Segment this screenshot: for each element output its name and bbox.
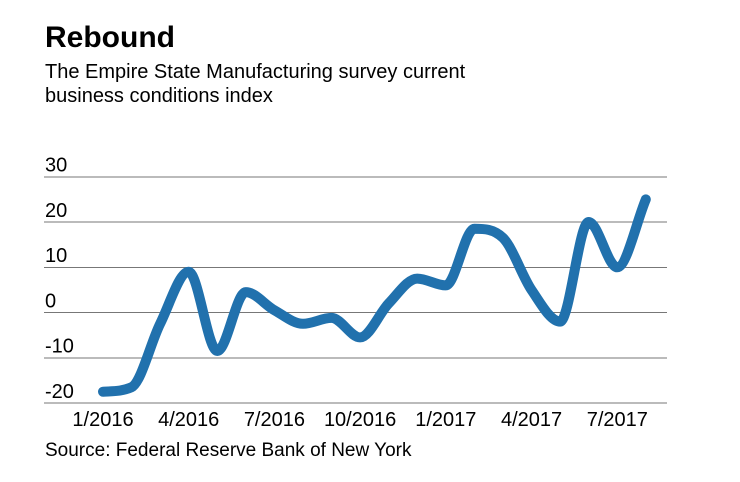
x-tick-label-1-2016: 1/2016 [72, 409, 133, 431]
y-tick-label-neg10: -10 [45, 336, 74, 358]
chart-subtitle: The Empire State Manufacturing survey cu… [45, 60, 645, 108]
chart-subtitle-line-1: The Empire State Manufacturing survey cu… [45, 61, 466, 83]
series-group [98, 194, 651, 397]
chart-subtitle-line-2: business conditions index [45, 85, 273, 107]
chart-title: Rebound [45, 21, 175, 54]
x-tick-label-4-2016: 4/2016 [158, 409, 219, 431]
x-tick-label-7-2016: 7/2016 [244, 409, 305, 431]
y-tick-label-0: 0 [45, 290, 56, 312]
x-tick-label-1-2017: 1/2017 [415, 409, 476, 431]
y-tick-label-20: 20 [45, 200, 67, 222]
x-tick-label-4-2017: 4/2017 [501, 409, 562, 431]
y-tick-label-neg20: -20 [45, 381, 74, 403]
x-tick-label-7-2017: 7/2017 [587, 409, 648, 431]
x-tick-label-10-2016: 10/2016 [324, 409, 396, 431]
source-note: Source: Federal Reserve Bank of New York [45, 440, 412, 461]
y-tick-label-10: 10 [45, 245, 67, 267]
series-line [98, 194, 651, 397]
y-tick-label-30: 30 [45, 155, 67, 177]
